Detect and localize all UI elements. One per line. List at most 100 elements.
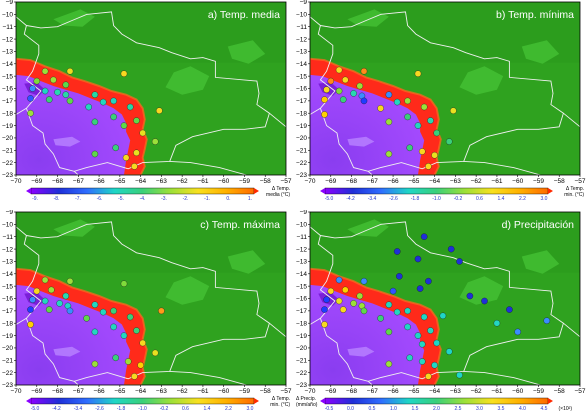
station-marker: [133, 117, 140, 124]
y-tick-label: −14: [2, 61, 13, 68]
y-tick-label: −15: [296, 283, 307, 290]
y-tick-label: −22: [296, 160, 307, 167]
colorbar-tick-label: 2.0: [433, 406, 440, 412]
neighbor-border: [169, 370, 247, 385]
station-marker: [414, 122, 422, 129]
station-marker: [404, 307, 411, 315]
station-marker: [321, 96, 328, 103]
y-tick-label: −21: [296, 357, 307, 364]
station-marker: [62, 91, 70, 98]
neighbor-border: [16, 107, 27, 115]
x-tick-label: −64: [429, 178, 440, 185]
station-marker: [126, 103, 134, 111]
station-marker: [41, 276, 49, 284]
colorbar-tick-label: -1.0: [138, 406, 147, 412]
station-marker: [360, 277, 368, 285]
x-tick-label: −61: [491, 388, 502, 395]
neighbor-border: [563, 112, 580, 128]
station-marker: [112, 144, 119, 152]
colorbar-label: Δ Precip.: [296, 396, 316, 402]
colorbar-min-arrow: [26, 188, 31, 194]
x-tick-label: −66: [388, 388, 399, 395]
station-marker: [99, 308, 107, 316]
colorbar-label: min. (°C): [564, 192, 584, 198]
colorbar-max-arrow: [254, 398, 259, 404]
colorbar-max-arrow: [254, 188, 259, 194]
station-marker: [156, 107, 163, 114]
station-marker: [418, 148, 426, 155]
bright-lowland: [227, 40, 266, 64]
terrain: [16, 2, 286, 175]
station-marker: [418, 358, 426, 365]
y-tick-label: −17: [296, 98, 307, 105]
station-marker: [335, 297, 343, 305]
neighbor-border: [73, 170, 79, 175]
colorbar-min-arrow: [320, 188, 325, 194]
colorbar-label: media (°C): [266, 192, 290, 198]
colorbar-tick-label: 0.0: [347, 406, 354, 412]
station-marker: [425, 373, 432, 380]
x-tick-label: −64: [135, 178, 146, 185]
x-tick-label: −60: [218, 178, 229, 185]
station-marker: [137, 361, 144, 369]
stations: [27, 67, 163, 170]
station-marker: [41, 87, 49, 95]
y-tick-label: −9: [300, 0, 308, 6]
station-marker: [425, 277, 432, 285]
station-marker: [450, 107, 457, 114]
station-marker: [33, 287, 41, 295]
y-tick-label: −17: [2, 98, 13, 105]
station-marker: [385, 118, 393, 126]
bright-lowland: [165, 66, 210, 95]
y-tick-label: −9: [6, 210, 14, 216]
y-tick-label: −15: [2, 73, 13, 80]
x-tick-label: −60: [512, 388, 523, 395]
neighbor-border: [16, 214, 27, 236]
x-tick-label: −63: [156, 388, 167, 395]
x-tick-label: −66: [94, 388, 105, 395]
station-marker: [66, 97, 74, 105]
salar: [347, 346, 375, 357]
station-marker: [41, 67, 49, 75]
bright-lowland: [347, 219, 389, 237]
neighbor-border: [367, 170, 373, 175]
x-tick-label: −62: [177, 178, 188, 185]
map-svg: −70 −69 −68 −67 −66 −65 −64 −63 −62 −61 −60 −59 −58 −…: [296, 210, 586, 412]
x-tick-label: −63: [450, 178, 461, 185]
colorbar-tick-label: -7.: [75, 196, 81, 202]
y-tick-label: −23: [296, 172, 307, 179]
map-panel: −70 −69 −68 −67 −66 −65 −64 −63 −62 −61 −60 −59 −58 −…: [0, 210, 294, 420]
escarpment-edge: [16, 57, 148, 175]
station-marker: [425, 163, 432, 170]
x-tick-label: −57: [574, 388, 585, 395]
y-tick-label: −10: [296, 222, 307, 229]
station-marker: [404, 97, 411, 105]
y-tick-label: −18: [296, 110, 307, 117]
x-tick-label: −67: [73, 178, 84, 185]
neighbor-border: [169, 160, 247, 175]
colorbar-tick-label: -4.2: [52, 406, 61, 412]
colorbar-tick-label: 2.2: [225, 406, 232, 412]
x-tick-label: −70: [304, 388, 315, 395]
x-tick-label: −58: [260, 178, 271, 185]
x-tick-label: −68: [346, 178, 357, 185]
colorbar-tick-label: -2.: [183, 196, 189, 202]
colorbar-min-arrow: [320, 398, 325, 404]
y-tick-label: −12: [296, 246, 307, 253]
station-marker: [91, 150, 99, 158]
y-tick-label: −18: [2, 110, 13, 117]
x-tick-label: −65: [408, 388, 419, 395]
salar: [347, 136, 375, 147]
bright-lowland: [347, 9, 389, 27]
panel-title: a) Temp. media: [208, 9, 280, 21]
x-tick-label: −68: [52, 388, 63, 395]
bright-lowland: [227, 250, 266, 274]
station-marker: [360, 307, 368, 315]
x-tick-label: −64: [429, 388, 440, 395]
neighbor-border: [463, 370, 541, 385]
colorbar-label: Δ Temp.: [272, 396, 290, 402]
y-tick-label: −15: [2, 283, 13, 290]
station-marker: [456, 258, 463, 265]
y-tick-label: −9: [300, 210, 308, 216]
colorbar-tick-label: -6.: [97, 196, 103, 202]
